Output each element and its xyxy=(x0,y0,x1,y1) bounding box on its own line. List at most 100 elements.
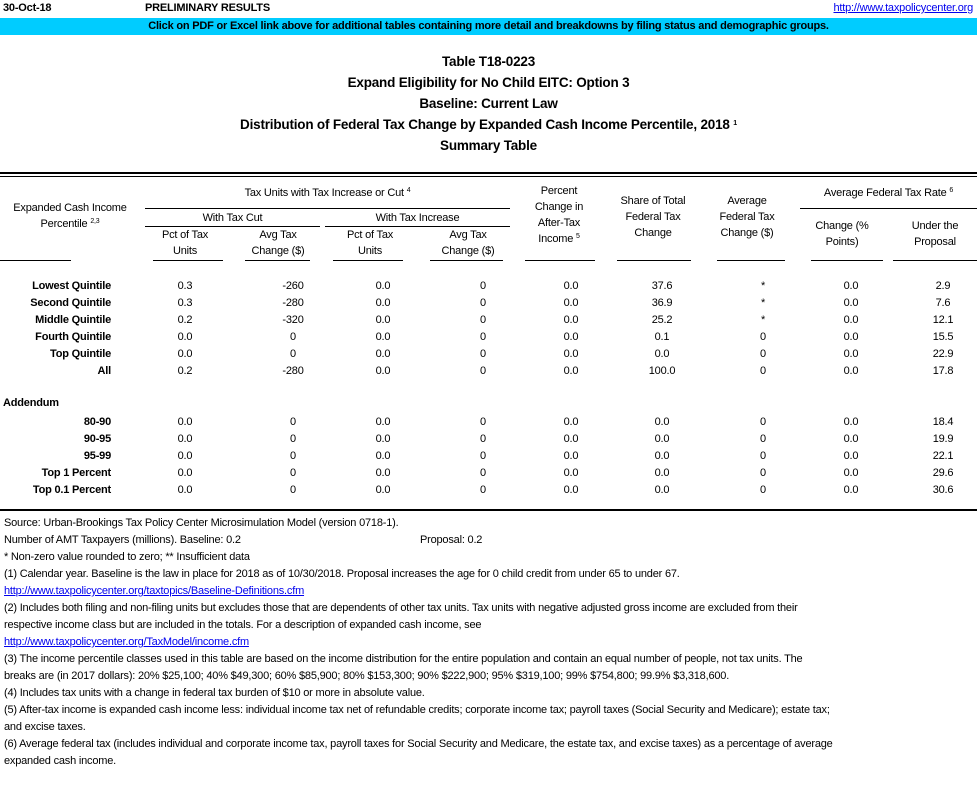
table-cell: 18.4 xyxy=(932,416,954,428)
table-cell: 22.1 xyxy=(932,450,954,462)
table-cell: 0.0 xyxy=(375,484,391,496)
tpc-link[interactable]: http://www.taxpolicycenter.org xyxy=(833,2,973,14)
table-cell: 37.6 xyxy=(651,280,673,292)
table-cell: 0 xyxy=(760,348,766,360)
table-cell: 0.2 xyxy=(177,314,193,326)
table-cell: 0.0 xyxy=(375,365,391,377)
footnote-5: (5) After-tax income is expanded cash in… xyxy=(4,704,830,716)
table-cell: 0.0 xyxy=(375,450,391,462)
footnote-3-cont: breaks are (in 2017 dollars): 20% $25,10… xyxy=(4,670,730,682)
row-label: Top 1 Percent xyxy=(41,467,112,479)
table-cell: -280 xyxy=(282,297,304,309)
table-cell: 0 xyxy=(290,416,296,428)
double-rule-bottom xyxy=(0,176,977,177)
table-cell: 0.0 xyxy=(654,416,670,428)
table-cell: -260 xyxy=(282,280,304,292)
table-row: 95-99 0.0 0 0.0 0 0.0 0.0 0 0.0 22.1 xyxy=(0,448,977,465)
table-cell: 0.0 xyxy=(375,467,391,479)
table-cell: 0 xyxy=(290,348,296,360)
table-cell: 15.5 xyxy=(932,331,954,343)
table-cell: 12.1 xyxy=(932,314,954,326)
divider xyxy=(717,260,785,261)
table-cell: 0.0 xyxy=(563,484,579,496)
table-cell: 0.0 xyxy=(843,433,859,445)
col-header-cut: With Tax Cut xyxy=(202,212,263,224)
table-cell: 0.0 xyxy=(177,484,193,496)
table-row: 80-90 0.0 0 0.0 0 0.0 0.0 0 0.0 18.4 xyxy=(0,414,977,431)
table-cell: 0 xyxy=(760,433,766,445)
col-header-rate-change: Change (% Points) xyxy=(815,220,869,248)
table-cell: 0 xyxy=(760,365,766,377)
table-cell: 0.0 xyxy=(375,433,391,445)
table-cell: 29.6 xyxy=(932,467,954,479)
col-header-rate-group: Average Federal Tax Rate 6 xyxy=(800,185,977,201)
col-header-pct-after-tax: Percent Change in After-Tax Income 5 xyxy=(524,183,594,247)
baseline-definitions-link[interactable]: http://www.taxpolicycenter.org/taxtopics… xyxy=(4,585,305,597)
amt-note: Number of AMT Taxpayers (millions). Base… xyxy=(4,534,241,546)
table-cell: 0 xyxy=(290,331,296,343)
table-cell: 0.0 xyxy=(843,416,859,428)
row-label: 90-95 xyxy=(83,433,111,445)
col-header-increase: With Tax Increase xyxy=(375,212,460,224)
preliminary-label: PRELIMINARY RESULTS xyxy=(145,2,270,14)
col-label: Percent Change in After-Tax Income xyxy=(534,185,584,245)
table-cell: 0.0 xyxy=(843,331,859,343)
baseline-title: Baseline: Current Law xyxy=(419,96,558,111)
table-cell: 30.6 xyxy=(932,484,954,496)
source-note: Source: Urban-Brookings Tax Policy Cente… xyxy=(4,517,399,529)
summary-title: Summary Table xyxy=(440,138,537,153)
divider xyxy=(811,260,883,261)
col-header-group: Tax Units with Tax Increase or Cut 4 xyxy=(145,185,510,201)
table-cell: 2.9 xyxy=(935,280,951,292)
table-cell: 0 xyxy=(290,467,296,479)
table-cell: 100.0 xyxy=(648,365,676,377)
table-cell: 0.0 xyxy=(843,314,859,326)
row-label: Top Quintile xyxy=(50,348,111,360)
table-cell: 0.0 xyxy=(563,416,579,428)
table-cell: 25.2 xyxy=(651,314,673,326)
col-header-inc-avg: Avg Tax Change ($) xyxy=(441,229,495,257)
footnote-ref: 6 xyxy=(949,187,954,194)
table-cell: 0.0 xyxy=(654,348,670,360)
table-cell: 0.0 xyxy=(563,280,579,292)
row-label: Second Quintile xyxy=(30,297,111,309)
double-rule-top xyxy=(0,172,977,174)
row-label: 95-99 xyxy=(83,450,111,462)
table-row: Fourth Quintile 0.0 0 0.0 0 0.0 0.1 0 0.0 15.5 xyxy=(0,329,977,346)
footnote-5-cont: and excise taxes. xyxy=(4,721,86,733)
table-cell: 0.0 xyxy=(375,280,391,292)
footnote-2-cont: respective income class but are included… xyxy=(4,619,482,631)
table-row: Top Quintile 0.0 0 0.0 0 0.0 0.0 0 0.0 22.9 xyxy=(0,346,977,363)
footnote-ref: 5 xyxy=(576,233,580,240)
table-cell: 0.3 xyxy=(177,280,193,292)
table-cell: 0.0 xyxy=(563,433,579,445)
footnote-4: (4) Includes tax units with a change in … xyxy=(4,687,425,699)
table-cell: 0 xyxy=(480,348,486,360)
table-cell: 0.0 xyxy=(375,331,391,343)
table-cell: 22.9 xyxy=(932,348,954,360)
table-cell: 0 xyxy=(760,331,766,343)
report-date: 30-Oct-18 xyxy=(3,2,52,14)
divider xyxy=(153,260,223,261)
table-row: 90-95 0.0 0 0.0 0 0.0 0.0 0 0.0 19.9 xyxy=(0,431,977,448)
table-cell: 0 xyxy=(760,416,766,428)
table-cell: 0 xyxy=(480,484,486,496)
table-row: Middle Quintile 0.2 -320 0.0 0 0.0 25.2 * 0.0 12.… xyxy=(0,312,977,329)
group-label: Tax Units with Tax Increase or Cut xyxy=(244,187,404,199)
divider xyxy=(893,260,977,261)
income-definition-link[interactable]: http://www.taxpolicycenter.org/TaxModel/… xyxy=(4,636,249,648)
table-cell: 0 xyxy=(480,365,486,377)
row-label: Middle Quintile xyxy=(35,314,111,326)
divider xyxy=(617,260,691,261)
table-cell: 0.0 xyxy=(177,450,193,462)
col-label: Expanded Cash Income Percentile xyxy=(13,202,127,230)
amt-proposal: Proposal: 0.2 xyxy=(420,534,483,546)
footnote-6: (6) Average federal tax (includes indivi… xyxy=(4,738,833,750)
table-cell: 0 xyxy=(480,280,486,292)
bottom-rule xyxy=(0,509,977,511)
table-cell: 0 xyxy=(290,450,296,462)
table-cell: 0.0 xyxy=(563,314,579,326)
table-cell: 0.0 xyxy=(563,348,579,360)
table-cell: 17.8 xyxy=(932,365,954,377)
table-cell: 0.0 xyxy=(563,331,579,343)
